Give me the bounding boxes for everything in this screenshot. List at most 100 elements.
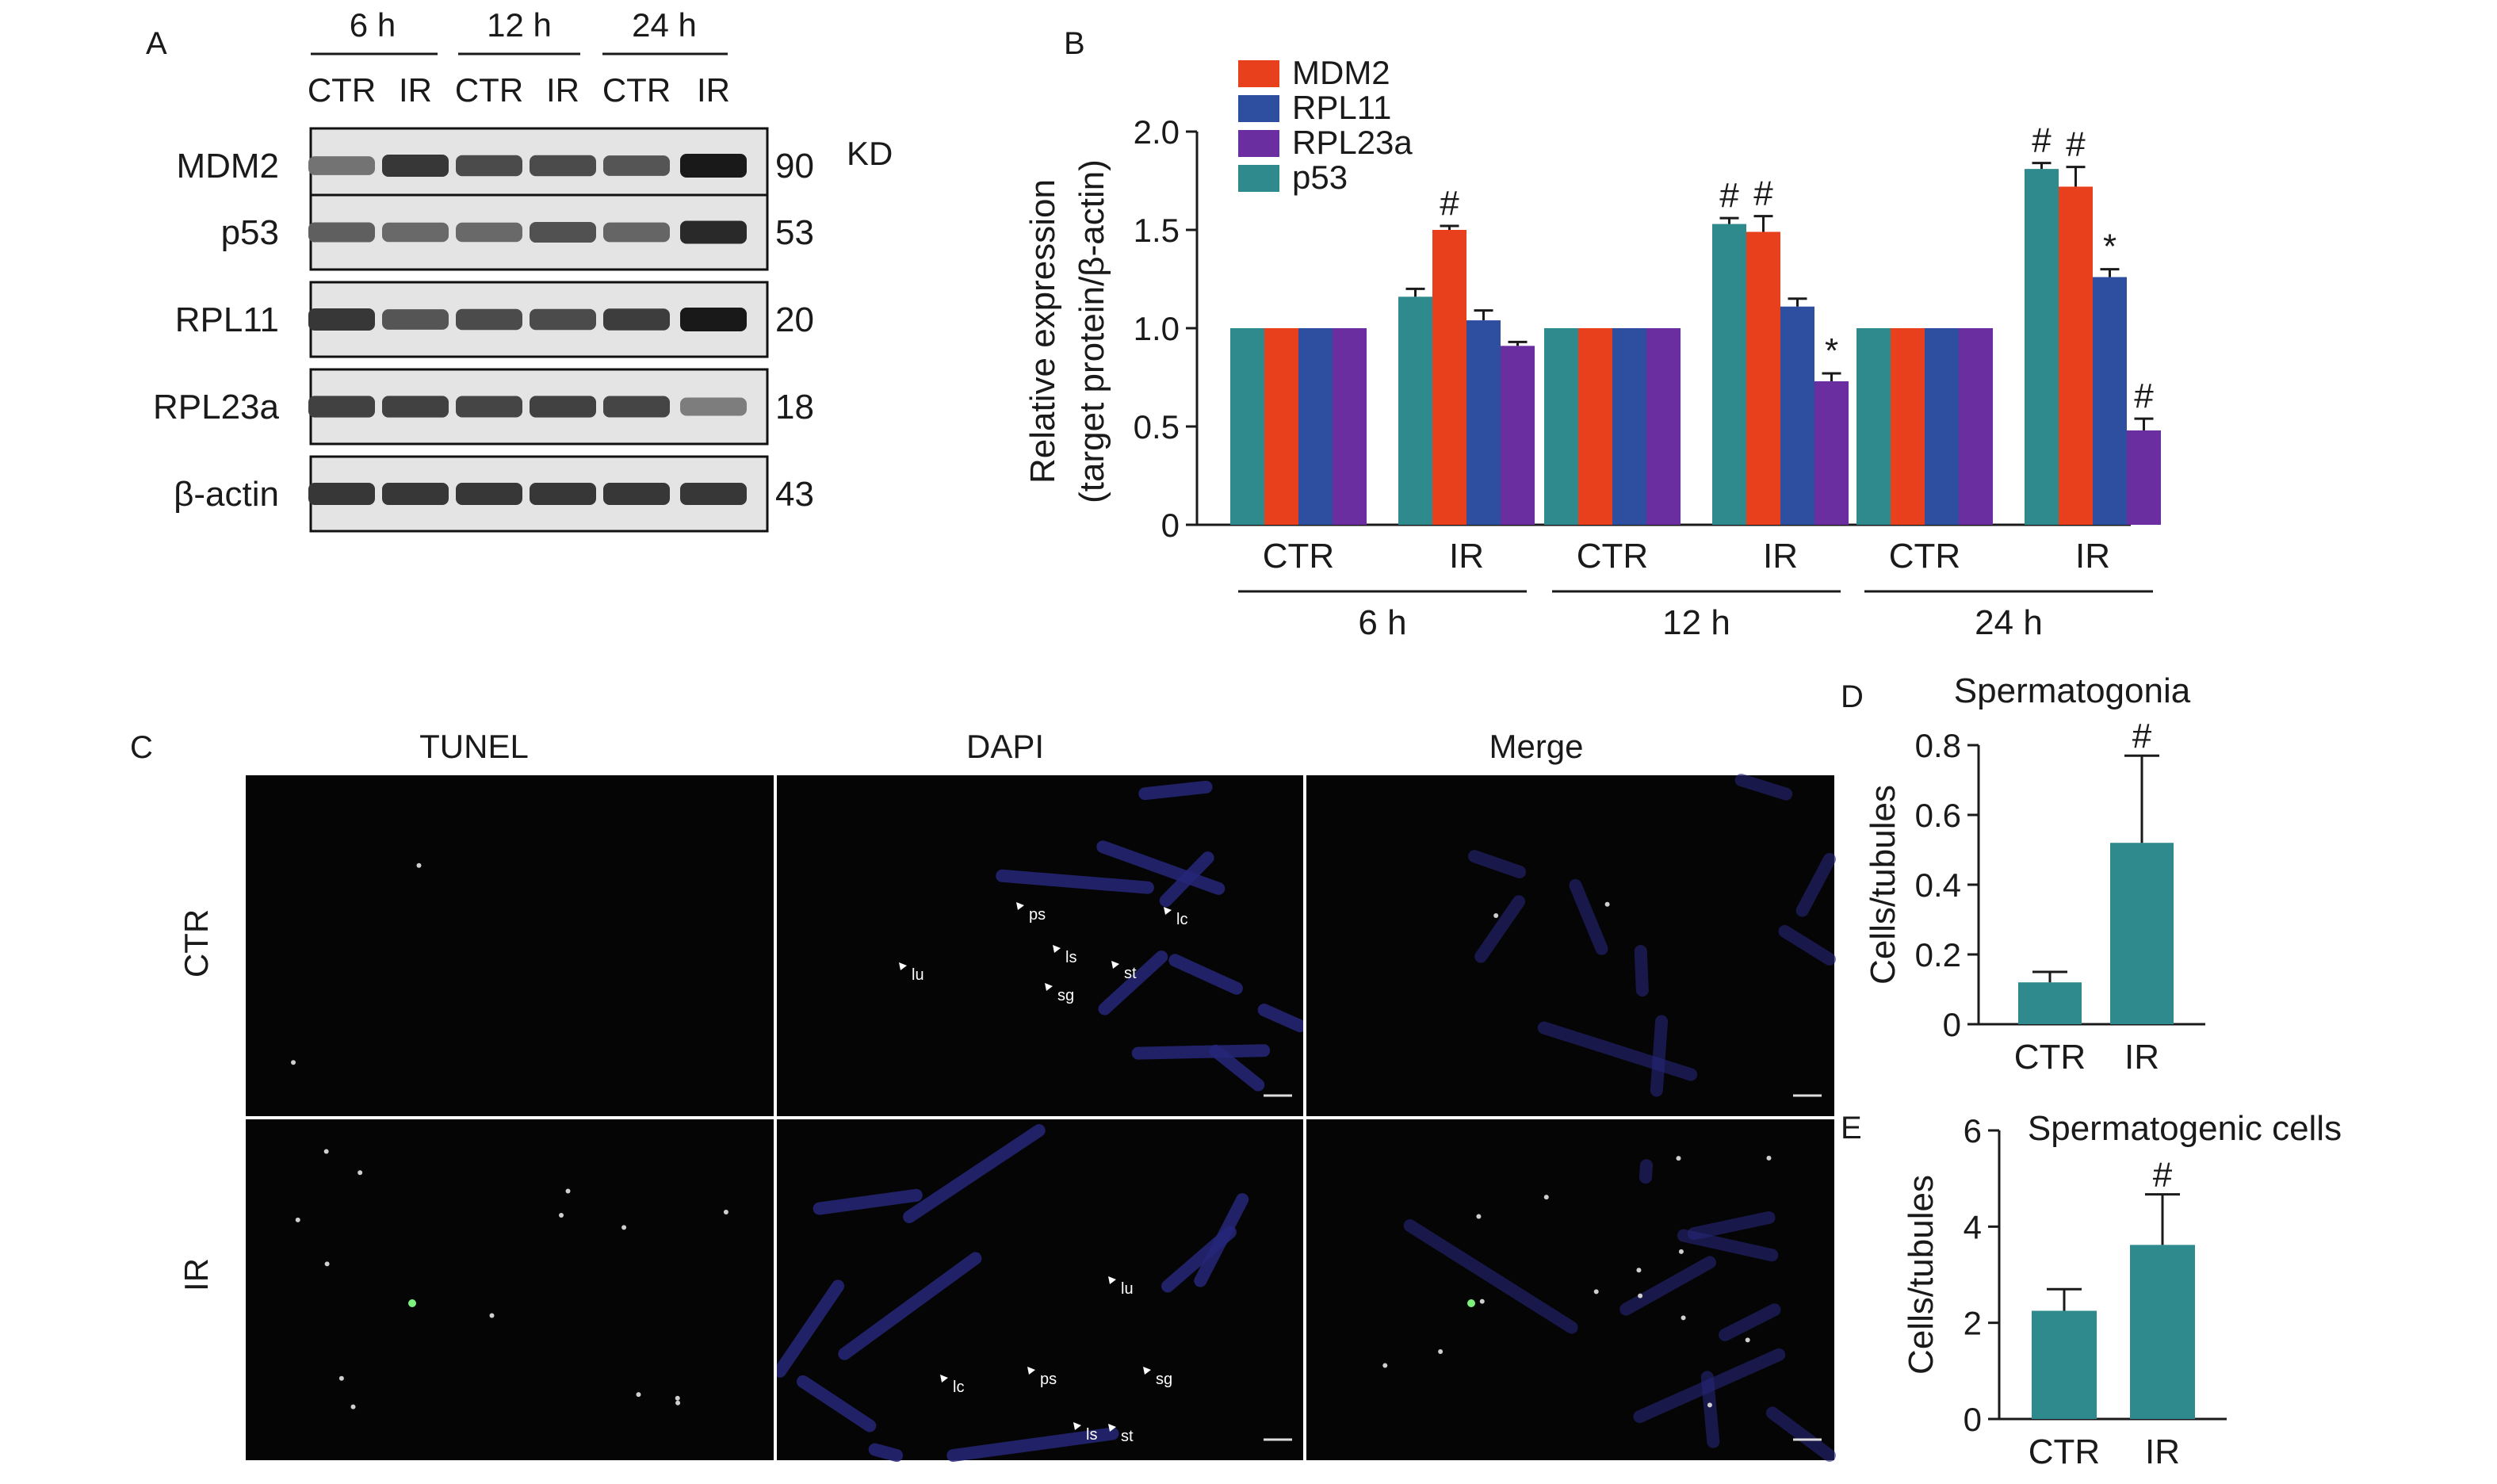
blot-band <box>603 222 670 243</box>
chart-b-bar-rpl23a <box>1501 346 1535 525</box>
tubule-outline <box>996 869 1154 894</box>
blot-protein-label: β-actin <box>174 475 279 514</box>
tunel-dot <box>1543 1195 1549 1200</box>
chart-b-legend-label: RPL23a <box>1292 124 1413 161</box>
chart-d: Spermatogonia Cells/tubules 0 0.2 0.4 0.6 0.… <box>1864 671 2205 1077</box>
chart-d-y-tick-label: 0 <box>1943 1006 1961 1043</box>
tunel-dot <box>1766 1155 1772 1161</box>
blot-band <box>603 396 670 418</box>
chart-d-y-tick-label: 0.4 <box>1915 866 1961 904</box>
chart-e-y-tick-label: 6 <box>1964 1112 1982 1149</box>
chart-b-legend-swatch-rpl11 <box>1238 95 1279 122</box>
tubule-outline <box>1778 924 1836 966</box>
chart-e-title: Spermatogenic cells <box>2028 1109 2342 1148</box>
chart-e-plot: 0 2 4 6 CTR # IR <box>1964 1112 2227 1471</box>
chart-b-significance-mark: # <box>2134 377 2154 415</box>
chart-b-bar-rpl23a <box>1646 328 1681 525</box>
blot-band <box>382 483 449 505</box>
tunel-dot <box>1476 1214 1482 1219</box>
blot-band <box>680 154 747 178</box>
annotation-arrow <box>1053 945 1061 953</box>
blot-band <box>530 155 596 177</box>
micrograph-annotation: ps <box>1040 1371 1057 1388</box>
micrograph-tunel-ctr <box>246 775 775 1116</box>
blot-band <box>382 309 449 330</box>
chart-b-bar-rpl11 <box>1925 328 1959 525</box>
micrograph-dapi-ir <box>775 1119 1305 1460</box>
blot-time-24h: 24 h <box>632 6 697 44</box>
chart-b-legend-label: p53 <box>1292 159 1348 196</box>
micrograph-grid: ps lc lu ls st sg lu lc ps sg ls st <box>246 774 1836 1462</box>
tunel-dot <box>324 1261 330 1267</box>
chart-b-legend-label: MDM2 <box>1292 54 1390 91</box>
chart-e-ylabel: Cells/tubules <box>1902 1175 1941 1375</box>
tubule-outline <box>1537 1021 1698 1081</box>
tunel-dot <box>1681 1315 1686 1321</box>
blot-band <box>530 396 596 418</box>
chart-b-bar-mdm2 <box>1746 231 1780 525</box>
blot-unit-label: KD <box>847 135 893 172</box>
chart-b: Relative expression (target protein/β-ac… <box>1023 54 2161 642</box>
blot-band <box>308 222 375 243</box>
chart-d-plot: 0 0.2 0.4 0.6 0.8 CTR # IR <box>1915 717 2205 1077</box>
micrograph-annotation: lc <box>1176 911 1187 928</box>
panel-letter-b: B <box>1064 26 1085 61</box>
chart-b-bar-mdm2 <box>1578 328 1612 525</box>
chart-b-legend-swatch-mdm2 <box>1238 60 1279 87</box>
blot-band <box>530 308 596 331</box>
annotation-arrow <box>940 1375 948 1383</box>
micrograph-annotation: sg <box>1156 1371 1172 1388</box>
blot-band <box>680 397 747 416</box>
tubule-outline <box>946 1427 1119 1462</box>
annotation-arrow <box>1143 1367 1151 1375</box>
tunel-dot <box>723 1210 728 1215</box>
tubule-outline <box>796 1375 877 1432</box>
tubule-outline <box>1650 1015 1669 1097</box>
chart-b-bar-rpl23a <box>1959 328 1993 525</box>
blot-band <box>603 483 670 505</box>
chart-b-bar-p53 <box>2025 169 2059 525</box>
blot-strips: MDM2 90 p53 53 RPL11 20 RPL23a 18 β-actin 43 <box>153 127 814 533</box>
chart-b-y-tick-label: 1.0 <box>1134 310 1180 347</box>
chart-e: Spermatogenic cells Cells/tubules 0 2 4 6 CT… <box>1902 1109 2342 1471</box>
tunel-dot <box>1604 901 1610 907</box>
annotation-arrow <box>1027 1367 1035 1375</box>
blot-band <box>680 483 747 505</box>
tunel-dot <box>1707 1402 1712 1408</box>
tubule-outline <box>1138 780 1213 801</box>
micrograph-header-dapi: DAPI <box>966 728 1044 765</box>
tubule-outline <box>838 1252 982 1360</box>
chart-b-bar-mdm2 <box>1891 328 1925 525</box>
blot-band <box>456 155 522 177</box>
tubule-outline <box>1131 1044 1271 1060</box>
tubule-outline <box>813 1188 923 1215</box>
tunel-dot <box>1593 1289 1599 1295</box>
tunel-dot <box>1493 913 1499 919</box>
annotation-arrow <box>1108 1424 1116 1432</box>
blot-band <box>530 483 596 505</box>
micrograph-annotation: st <box>1124 965 1137 982</box>
blot-band <box>603 308 670 331</box>
chart-b-x-tick-label: IR <box>1763 537 1798 576</box>
tubule-outline <box>1619 1256 1716 1316</box>
tunel-dot <box>350 1404 356 1409</box>
chart-b-bar-p53 <box>1230 328 1264 525</box>
tunel-dot <box>291 1060 296 1065</box>
chart-d-bar <box>2110 843 2174 1024</box>
chart-d-bar <box>2018 982 2082 1024</box>
chart-b-significance-mark: # <box>2032 121 2052 160</box>
micrograph-annotation: lu <box>912 966 924 984</box>
chart-b-y-tick-label: 2.0 <box>1134 113 1180 151</box>
blot-band <box>382 222 449 243</box>
tunel-dot <box>559 1212 564 1218</box>
chart-b-bar-mdm2 <box>1432 230 1466 525</box>
blot-band <box>456 483 522 505</box>
blot-time-12h: 12 h <box>487 6 552 44</box>
chart-b-significance-mark: # <box>1753 174 1773 213</box>
chart-b-legend-swatch-rpl23a <box>1238 130 1279 157</box>
tunel-dot <box>323 1149 329 1154</box>
chart-b-y-tick-label: 1.5 <box>1134 212 1180 249</box>
chart-d-title: Spermatogonia <box>1954 671 2191 710</box>
chart-b-bar-rpl23a <box>1814 381 1849 525</box>
blot-band <box>308 308 375 331</box>
